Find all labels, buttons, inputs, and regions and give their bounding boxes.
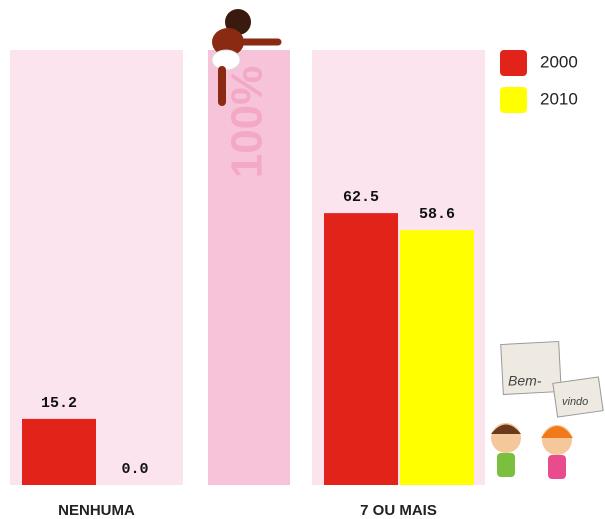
sign-text: Bem-: [508, 373, 542, 389]
value-label: 58.6: [419, 206, 455, 223]
bar: [22, 418, 96, 485]
legend-label: 2010: [540, 89, 578, 108]
bar: [324, 213, 398, 485]
legend-label: 2000: [540, 52, 578, 71]
full-scale-column: [208, 50, 290, 485]
value-label: 15.2: [41, 395, 77, 412]
kids-illustration: Bem- vindo: [491, 340, 604, 479]
legend-swatch: [500, 87, 527, 113]
legend-swatch: [500, 50, 527, 76]
value-label: 62.5: [343, 189, 379, 206]
scale-annotation: 100%: [223, 66, 272, 179]
sign-text: vindo: [562, 396, 588, 408]
x-tick-label: 7 OU MAIS: [360, 502, 437, 519]
baby-illustration: [211, 9, 282, 106]
value-label: 0.0: [121, 461, 148, 478]
category-background: [10, 50, 183, 485]
bar: [400, 230, 474, 485]
x-tick-label: NENHUMA: [58, 502, 135, 519]
